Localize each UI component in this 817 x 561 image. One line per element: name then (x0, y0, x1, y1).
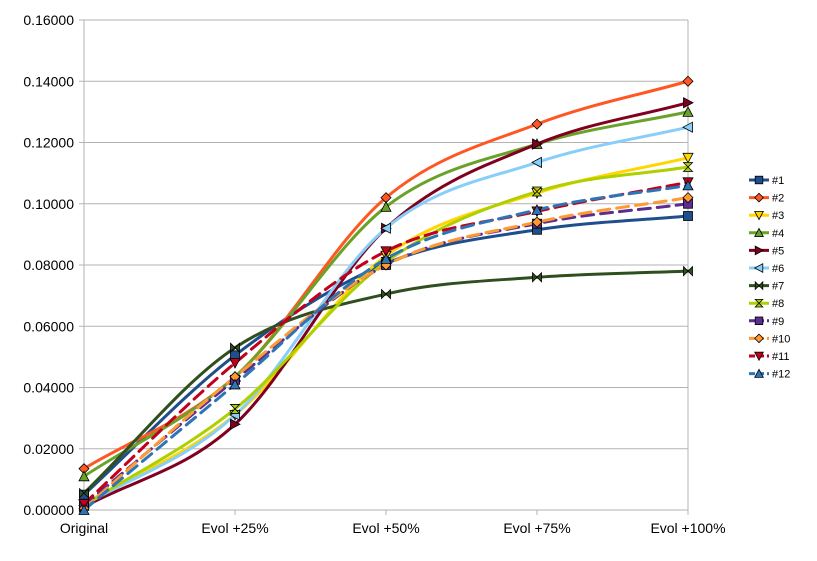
legend-label: #12 (772, 369, 790, 381)
legend-label: #4 (772, 228, 784, 240)
legend-label: #7 (772, 281, 784, 293)
series-line (82, 101, 690, 509)
y-tick-label: 0.12000 (23, 135, 74, 151)
data-point (380, 246, 392, 258)
legend-marker (754, 333, 764, 344)
data-point (682, 121, 693, 133)
legend-label: #11 (772, 351, 790, 363)
legend-marker (754, 298, 764, 308)
y-tick-label: 0.14000 (23, 73, 74, 89)
series-line (82, 196, 690, 510)
legend-label: #8 (772, 298, 784, 310)
y-tick-label: 0.08000 (23, 257, 74, 273)
data-point (683, 211, 693, 221)
data-point (532, 271, 542, 283)
y-tick-label: 0.06000 (23, 318, 74, 334)
data-point (79, 487, 89, 499)
data-point (531, 204, 543, 215)
data-point (381, 288, 391, 300)
legend-label: #2 (772, 193, 784, 205)
legend-marker (754, 210, 764, 221)
data-point (230, 342, 240, 354)
series-lines (82, 79, 690, 512)
legend-marker (753, 263, 764, 273)
x-tick-labels: Original Evol +25% Evol +50% Evol +75% Evol … (60, 520, 726, 536)
legend-marker (754, 245, 765, 256)
x-tick-label: Evol +75% (503, 520, 570, 536)
legend-marker (754, 192, 764, 203)
data-point (78, 498, 90, 510)
data-point (230, 418, 241, 430)
series-line (82, 183, 690, 512)
x-tick-label: Evol +50% (352, 520, 419, 536)
legend-marker (754, 175, 764, 185)
data-point (380, 200, 392, 212)
legend-marker (754, 351, 764, 362)
legend-marker (754, 368, 764, 378)
data-point (531, 118, 543, 130)
legend-marker (754, 227, 764, 238)
data-point (380, 253, 392, 264)
legend-label: #6 (772, 263, 784, 275)
y-tick-label: 0.00000 (23, 502, 74, 518)
data-point (683, 265, 693, 277)
data-point (682, 162, 694, 172)
series-line (82, 269, 690, 495)
legend-marker (754, 280, 764, 291)
data-point (78, 504, 90, 515)
legend-label: #5 (772, 245, 784, 257)
x-tick-label: Evol +100% (650, 520, 725, 536)
legend-marker (754, 316, 764, 325)
data-point (531, 186, 543, 197)
data-point (531, 216, 543, 228)
y-tick-label: 0.16000 (23, 12, 74, 28)
data-point (532, 138, 543, 150)
legend-label: #1 (772, 175, 784, 187)
data-point (682, 152, 694, 164)
data-point (683, 97, 694, 109)
y-tick-labels: 0.00000 0.02000 0.04000 0.06000 0.08000 0.100… (23, 12, 74, 518)
series-line (82, 110, 690, 478)
data-point (682, 179, 694, 191)
legend: #1 #2 #3 #4 #5 #6 #7 #8 #9 #10 #11 #12 (749, 175, 790, 381)
series-line (82, 165, 690, 507)
legend-label: #3 (772, 210, 784, 222)
data-point (380, 222, 391, 234)
data-point (229, 378, 241, 390)
data-point (229, 404, 241, 414)
y-tick-label: 0.10000 (23, 196, 74, 212)
data-point (531, 156, 542, 169)
data-point (682, 75, 694, 87)
y-tick-label: 0.04000 (23, 380, 74, 396)
series-markers (78, 75, 694, 515)
x-tick-label: Original (60, 520, 108, 536)
y-tick-label: 0.02000 (23, 441, 74, 457)
data-point (682, 106, 694, 117)
data-point (229, 358, 241, 369)
legend-label: #10 (772, 333, 790, 345)
data-point (682, 192, 694, 204)
legend-label: #9 (772, 316, 784, 328)
x-tick-label: Evol +25% (201, 520, 268, 536)
data-point (78, 470, 90, 482)
